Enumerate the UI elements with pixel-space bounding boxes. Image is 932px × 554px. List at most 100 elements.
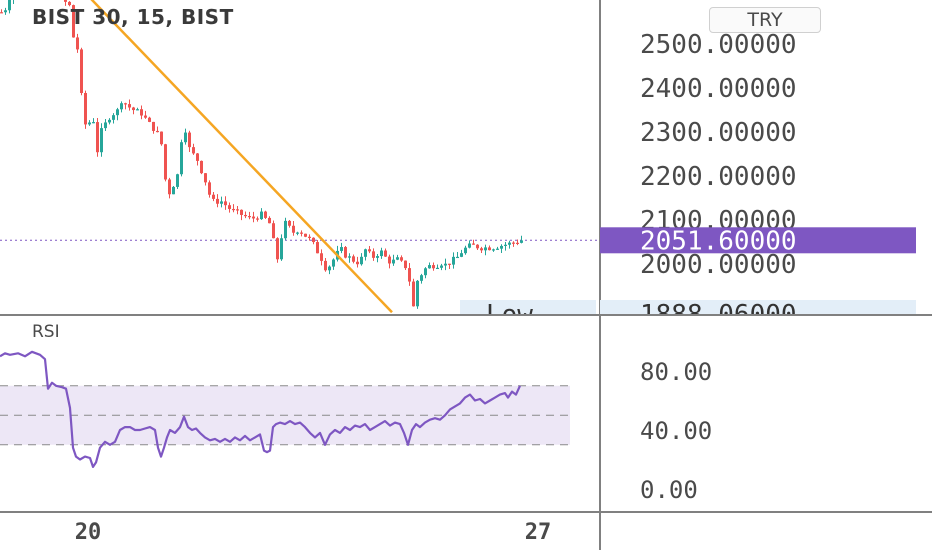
candle-down (76, 37, 79, 50)
candle-up (376, 256, 379, 258)
low-value: 1888.06000 (640, 300, 797, 330)
candle-up (112, 115, 115, 120)
last-price-badge (600, 227, 916, 254)
candle-down (304, 233, 307, 237)
candle-down (512, 242, 515, 244)
candle-up (452, 256, 455, 265)
rsi-line (0, 350, 522, 468)
candle-up (88, 122, 91, 125)
candle-up (4, 10, 7, 13)
candle-down (308, 236, 311, 238)
candle-down (400, 257, 403, 261)
currency-button[interactable]: TRY (709, 7, 821, 33)
candle-down (96, 122, 99, 153)
candle-down (72, 5, 75, 38)
price-axis-tick: 2400.00000 (640, 74, 797, 104)
candle-down (0, 12, 3, 14)
candle-up (380, 250, 383, 257)
candle-up (184, 132, 187, 143)
candle-down (168, 179, 171, 195)
candle-down (368, 249, 371, 252)
candle-down (68, 1, 71, 6)
candle-up (468, 243, 471, 248)
candle-down (476, 244, 479, 249)
candle-down (244, 214, 247, 217)
candle-up (328, 266, 331, 271)
candle-up (416, 280, 419, 307)
candle-up (508, 242, 511, 245)
candle-up (424, 268, 427, 276)
candle-down (152, 121, 155, 131)
candle-down (216, 198, 219, 204)
price-axis-tick: 2000.00000 (640, 250, 797, 280)
candle-down (148, 117, 151, 122)
candle-up (104, 122, 107, 129)
candle-up (108, 119, 111, 123)
candle-up (280, 238, 283, 260)
candle-up (172, 186, 175, 195)
candle-up (8, 0, 11, 11)
candle-down (408, 268, 411, 282)
candle-up (116, 109, 119, 116)
candle-down (124, 103, 127, 105)
candle-down (516, 242, 519, 245)
price-axis-tick: 2200.00000 (640, 162, 797, 192)
candle-down (164, 144, 167, 180)
candle-down (132, 107, 135, 111)
time-axis-tick: 27 (525, 520, 552, 545)
candle-up (360, 256, 363, 265)
candle-down (488, 247, 491, 251)
price-axis-tick: 2500.00000 (640, 30, 797, 60)
candle-up (332, 259, 335, 267)
candle-down (144, 115, 147, 118)
candle-down (384, 250, 387, 257)
candle-up (444, 263, 447, 266)
candle-down (204, 173, 207, 183)
candle-down (128, 104, 131, 108)
candle-down (412, 281, 415, 307)
candle-down (404, 260, 407, 269)
candle-up (396, 257, 399, 260)
candle-down (268, 217, 271, 224)
candle-up (428, 265, 431, 269)
candle-down (272, 223, 275, 239)
candle-up (284, 220, 287, 239)
candle-down (324, 260, 327, 271)
candle-down (196, 153, 199, 161)
candle-down (192, 147, 195, 154)
candle-down (316, 242, 319, 254)
trendline-drawing (90, 0, 393, 313)
candle-down (288, 220, 291, 226)
low-label: Low (486, 300, 533, 330)
candle-down (228, 205, 231, 209)
candle-up (440, 265, 443, 268)
candle-down (240, 209, 243, 215)
last-price-label: 2051.60000 (640, 226, 797, 256)
price-pane[interactable] (0, 0, 600, 313)
candle-down (276, 238, 279, 260)
candle-down (224, 201, 227, 206)
low-marker: Low 1888.06000 (460, 300, 916, 330)
candle-down (388, 256, 391, 264)
candle-up (464, 247, 467, 254)
candle-down (372, 251, 375, 258)
candle-up (220, 201, 223, 204)
candle-down (292, 225, 295, 233)
candle-down (472, 243, 475, 245)
candle-down (480, 248, 483, 251)
candle-down (200, 160, 203, 174)
rsi-label: RSI (32, 322, 60, 342)
candle-up (500, 245, 503, 249)
candle-down (344, 247, 347, 258)
candle-down (352, 256, 355, 262)
candle-up (348, 256, 351, 258)
candle-down (448, 263, 451, 265)
time-axis-tick: 20 (75, 520, 102, 545)
candle-up (180, 142, 183, 175)
candle-up (520, 240, 523, 243)
candle-up (364, 249, 367, 257)
candle-up (456, 256, 459, 259)
candle-up (436, 267, 439, 270)
